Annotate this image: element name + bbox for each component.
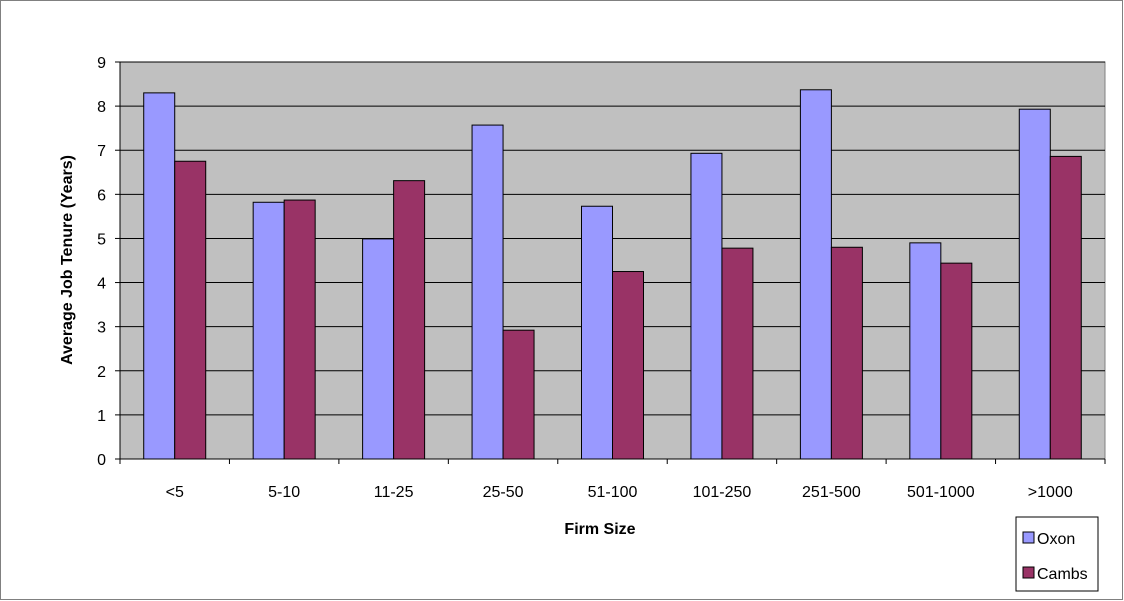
bar-oxon — [252, 201, 285, 460]
legend-box — [1015, 516, 1099, 592]
legend-label-oxon: Oxon — [1037, 531, 1075, 548]
legend-swatch-oxon — [1022, 531, 1035, 544]
x-tick-label: 101-250 — [693, 484, 752, 501]
bar-cambs — [393, 180, 426, 460]
bar-cambs — [283, 199, 316, 460]
bar-oxon — [1018, 108, 1051, 460]
y-tick-label: 9 — [97, 55, 106, 72]
y-tick-label: 0 — [97, 452, 106, 469]
bar-oxon — [581, 205, 613, 460]
x-tick-label: 11-25 — [374, 484, 414, 501]
y-tick-label: 2 — [97, 364, 106, 381]
y-tick-label: 4 — [97, 276, 106, 293]
x-tick-label: <5 — [166, 484, 184, 501]
legend-label-cambs: Cambs — [1037, 566, 1088, 583]
y-tick-label: 5 — [97, 231, 106, 248]
y-axis-title: Average Job Tenure (Years) — [59, 155, 76, 365]
bar-cambs — [174, 160, 207, 460]
y-tick-label: 3 — [97, 320, 106, 337]
bar-cambs — [612, 271, 644, 460]
x-tick-label: 501-1000 — [907, 484, 975, 501]
bar-oxon — [799, 89, 832, 460]
bar-cambs — [830, 246, 863, 460]
legend-swatch-cambs — [1022, 566, 1035, 579]
y-tick-label: 8 — [97, 99, 106, 116]
bar-cambs — [1049, 155, 1082, 460]
bar-oxon — [143, 92, 176, 460]
bar-cambs — [940, 262, 973, 460]
bar-cambs — [502, 329, 535, 460]
bar-oxon — [362, 238, 395, 460]
y-tick-label: 1 — [97, 408, 106, 425]
x-tick-label: 5-10 — [268, 484, 300, 501]
y-tick-label: 6 — [97, 187, 106, 204]
y-tick-label: 7 — [97, 143, 106, 160]
bar-oxon — [471, 124, 504, 460]
bar-oxon — [909, 242, 942, 460]
x-axis-title: Firm Size — [564, 521, 635, 538]
x-tick-label: >1000 — [1028, 484, 1073, 501]
x-tick-label: 51-100 — [588, 484, 638, 501]
bar-cambs — [721, 247, 754, 460]
x-tick-label: 25-50 — [483, 484, 524, 501]
legend: Oxon Cambs — [1015, 516, 1099, 592]
bar-oxon — [690, 152, 723, 460]
x-tick-label: 251-500 — [802, 484, 861, 501]
